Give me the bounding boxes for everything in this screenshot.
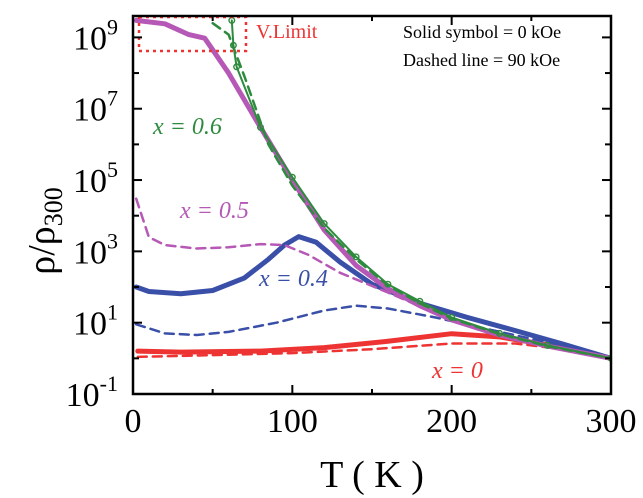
- series-label-x0: x = 0: [431, 358, 483, 384]
- y-tick-label-9: 109: [73, 14, 118, 57]
- x-axis-title: T ( K ): [320, 454, 424, 496]
- series-line-x04-0koe: [133, 234, 611, 361]
- y-tick-label-base: 10: [73, 306, 107, 343]
- y-tick-label-exponent: 3: [107, 228, 118, 253]
- y-tick-label-base: 10: [73, 20, 107, 57]
- y-axis-title: ρ/ρ300: [21, 187, 68, 274]
- y-tick-label-base: 10: [73, 234, 107, 271]
- y-tick-label-1: 101: [73, 300, 118, 343]
- data-point-x06-4: [288, 173, 296, 181]
- y-tick-label-exponent: 7: [107, 86, 118, 111]
- y-tick-label-exponent: -1: [100, 371, 118, 396]
- y-tick-label-5: 105: [73, 157, 118, 200]
- solid-symbol-note: Solid symbol = 0 kOe: [403, 22, 561, 42]
- series-layer: [133, 16, 611, 362]
- y-tick-label-3: 103: [73, 228, 118, 271]
- vlimit-label: V.Limit: [256, 21, 318, 43]
- y-tick-label-7: 107: [73, 86, 118, 129]
- x-tick-label-200: 200: [426, 403, 477, 440]
- data-point-x06-2: [233, 63, 241, 71]
- y-axis-title-subscript: 300: [39, 187, 68, 226]
- series-label-x05: x = 0.5: [179, 198, 249, 224]
- series-label-x06: x = 0.6: [152, 114, 222, 140]
- y-tick-label-exponent: 5: [107, 157, 118, 182]
- y-tick-label-exponent: 9: [107, 14, 118, 39]
- series-line-x0-90koe: [136, 342, 611, 360]
- y-tick-label--1: 10-1: [66, 371, 118, 414]
- y-tick-label-base: 10: [73, 92, 107, 129]
- y-axis-title-rho: ρ/ρ: [21, 226, 63, 274]
- data-point-x06-3: [257, 123, 265, 131]
- x-tick-label-0: 0: [125, 403, 142, 440]
- x-tick-label-100: 100: [267, 403, 318, 440]
- series-label-x04: x = 0.4: [258, 266, 328, 292]
- y-tick-label-exponent: 1: [107, 300, 118, 325]
- y-tick-label-base: 10: [66, 377, 100, 414]
- series-line-x06-90koe: [211, 21, 611, 360]
- x-tick-label-300: 300: [586, 403, 637, 440]
- dashed-line-note: Dashed line = 90 kOe: [403, 50, 560, 70]
- y-tick-label-base: 10: [73, 163, 107, 200]
